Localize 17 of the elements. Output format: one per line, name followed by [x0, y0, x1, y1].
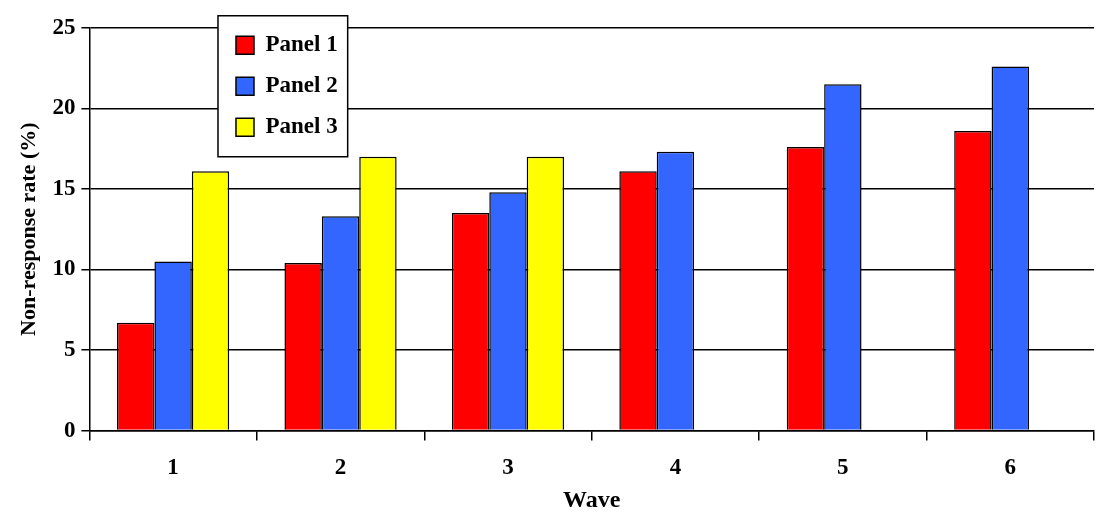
- legend-label: Panel 1: [265, 31, 338, 57]
- x-tick-label: 2: [334, 454, 347, 480]
- y-tick-label: 25: [52, 13, 76, 39]
- x-tick-label: 1: [167, 454, 179, 480]
- y-tick-label: 20: [52, 94, 76, 120]
- x-tick-label: 3: [502, 454, 514, 480]
- y-tick-label: 0: [63, 416, 76, 442]
- x-tick-label: 6: [1004, 454, 1017, 480]
- y-tick-label: 10: [52, 255, 76, 281]
- legend-label: Panel 2: [265, 72, 338, 98]
- x-tick-label: 4: [669, 454, 682, 480]
- y-tick-label: 15: [52, 174, 76, 200]
- x-tick-label: 5: [837, 454, 849, 480]
- y-tick-label: 5: [63, 335, 76, 361]
- x-axis-title: Wave: [563, 485, 621, 512]
- y-axis-title: Non-response rate (%): [14, 122, 40, 336]
- legend-label: Panel 3: [265, 113, 338, 139]
